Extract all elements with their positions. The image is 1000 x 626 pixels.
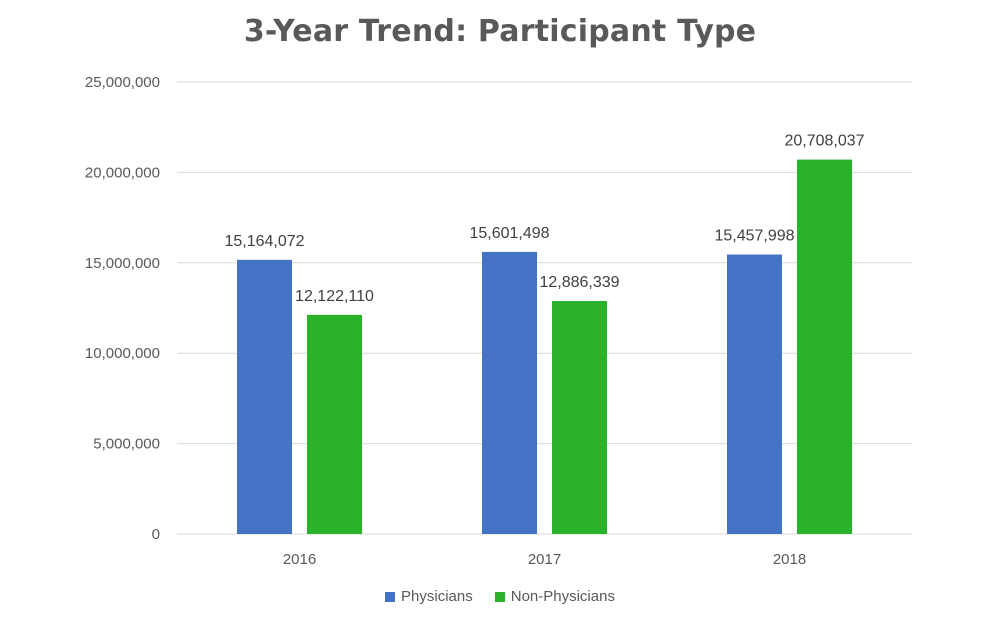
data-label: 12,886,339: [539, 274, 619, 291]
bar-non-physicians-2017: [552, 301, 607, 534]
x-tick-label: 2016: [283, 551, 316, 568]
legend-label: Non-Physicians: [510, 588, 615, 605]
bar-physicians-2018: [727, 254, 782, 534]
legend-entry: Physicians: [385, 588, 473, 605]
y-tick-label: 15,000,000: [85, 255, 160, 272]
data-label: 12,122,110: [295, 288, 374, 305]
bar-non-physicians-2016: [307, 314, 362, 534]
legend: Physicians Non-Physicians: [0, 588, 1000, 605]
bar-physicians-2016: [237, 259, 292, 534]
legend-swatch: [494, 591, 505, 602]
x-tick-label: 2017: [528, 551, 561, 568]
data-label: 15,601,498: [469, 225, 549, 242]
y-tick-label: 20,000,000: [85, 164, 160, 181]
bar-physicians-2017: [482, 251, 537, 534]
legend-label: Physicians: [401, 588, 473, 605]
x-tick-label: 2018: [773, 551, 806, 568]
chart-title: 3-Year Trend: Participant Type: [243, 14, 757, 49]
data-label: 15,457,998: [714, 228, 794, 245]
bar-non-physicians-2018: [797, 159, 852, 534]
legend-swatch: [385, 591, 396, 602]
y-tick-label: 25,000,000: [85, 74, 160, 91]
y-tick-label: 10,000,000: [85, 345, 160, 362]
y-tick-label: 0: [152, 526, 160, 543]
data-label: 15,164,072: [224, 233, 304, 250]
data-label: 20,708,037: [784, 133, 864, 150]
legend-entry: Non-Physicians: [494, 588, 615, 605]
y-tick-label: 5,000,000: [93, 436, 160, 453]
